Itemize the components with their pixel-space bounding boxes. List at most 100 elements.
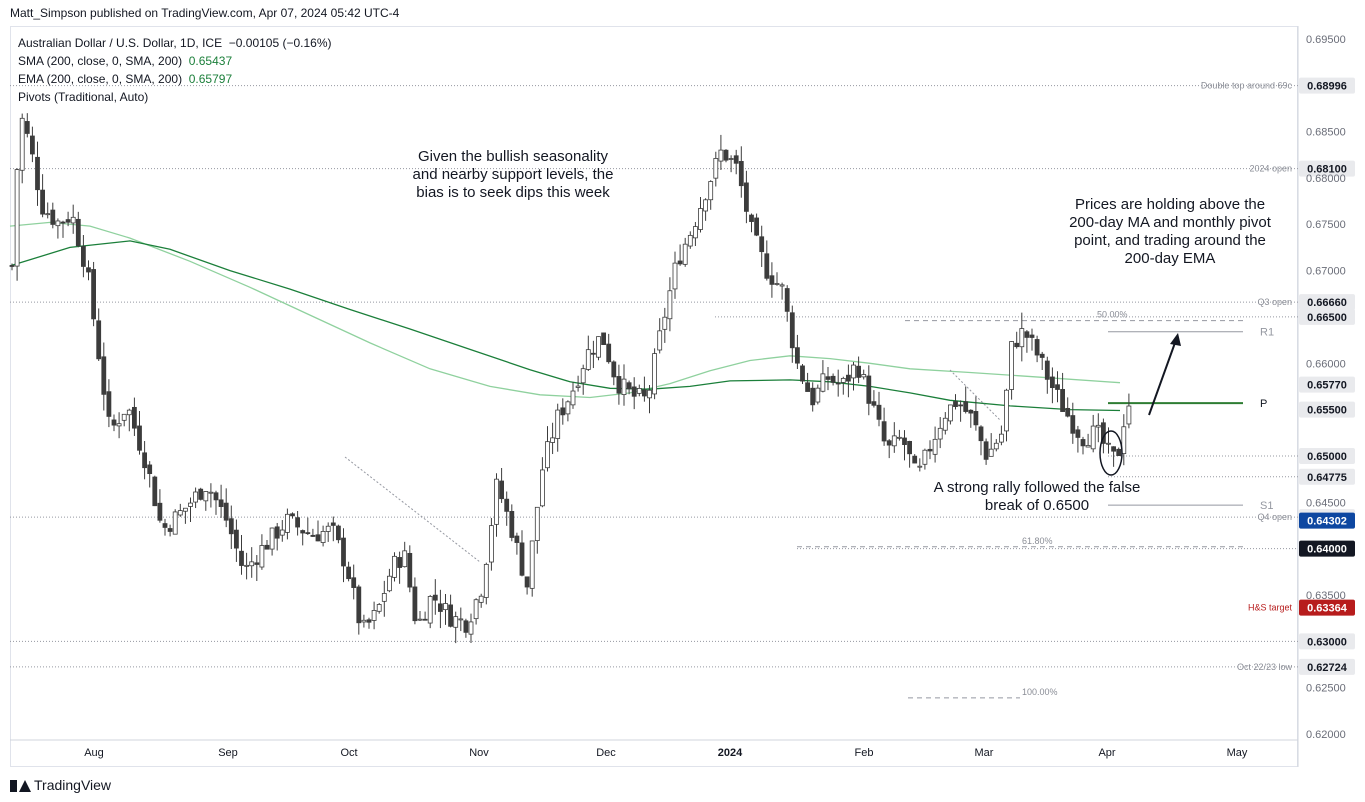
candle — [81, 245, 86, 267]
price-tag-label: 0.63000 — [1307, 636, 1347, 648]
candle — [815, 387, 821, 403]
candle — [1070, 415, 1076, 434]
candle — [983, 441, 989, 460]
candle — [478, 595, 484, 603]
candle — [1050, 376, 1055, 389]
sma-row[interactable]: SMA (200, close, 0, SMA, 200) 0.65437 — [18, 52, 332, 70]
drawings — [344, 333, 1181, 563]
candle — [886, 440, 892, 446]
y-tick-label: 0.63500 — [1306, 590, 1346, 602]
candle — [295, 517, 301, 528]
candle — [499, 480, 505, 500]
candle — [606, 343, 612, 363]
candle — [682, 243, 688, 265]
candle — [254, 562, 260, 565]
fib-label: 100.00% — [1022, 687, 1058, 697]
candle — [616, 376, 622, 394]
candle — [1004, 389, 1009, 432]
candle — [392, 555, 397, 578]
candle — [101, 356, 107, 395]
price-tag — [1299, 540, 1355, 557]
candle — [1014, 342, 1020, 348]
candle — [483, 563, 489, 598]
ema-row[interactable]: EMA (200, close, 0, SMA, 200) 0.65797 — [18, 70, 332, 88]
price-tag — [1299, 376, 1355, 393]
candle — [840, 377, 846, 383]
candle — [968, 409, 974, 414]
arrow-head-icon — [1170, 333, 1181, 346]
candle — [851, 364, 856, 379]
candle — [514, 535, 520, 543]
candle — [754, 217, 759, 236]
level-label: Q4 open — [1257, 512, 1292, 522]
candle — [779, 284, 785, 287]
candle — [305, 532, 311, 535]
candle — [310, 534, 316, 537]
candle — [131, 406, 137, 429]
candle — [667, 290, 673, 320]
brand-name: TradingView — [34, 777, 112, 793]
candle — [167, 528, 173, 532]
candle — [1029, 334, 1035, 338]
candle — [473, 599, 479, 620]
candle — [1111, 446, 1116, 452]
candle — [407, 552, 413, 588]
candle — [259, 545, 265, 568]
candle — [1075, 429, 1081, 438]
candle — [1126, 405, 1132, 425]
x-tick-label: Dec — [596, 747, 616, 759]
candle — [621, 378, 627, 396]
candle — [463, 620, 469, 633]
y-tick-label: 0.64500 — [1306, 497, 1346, 509]
candle — [91, 269, 96, 320]
annotation-bias: Given the bullish seasonality and nearby… — [412, 148, 614, 201]
candle — [820, 373, 826, 392]
y-tick-label: 0.62000 — [1306, 729, 1346, 741]
candle — [810, 387, 816, 406]
candle — [193, 491, 199, 503]
candle — [264, 544, 270, 550]
candle — [381, 593, 387, 602]
candle — [922, 449, 928, 465]
price-tag-label: 0.68100 — [1307, 164, 1347, 176]
price-tag-label: 0.65000 — [1307, 451, 1347, 463]
price-tag — [1299, 633, 1355, 650]
candle — [580, 368, 586, 384]
horizontal-levels: Double top around 69c 0.68996 2024 open 0.6… — [10, 77, 1355, 675]
candle — [1055, 384, 1060, 390]
candle — [86, 267, 91, 273]
candle — [876, 404, 882, 420]
price-tag — [1299, 658, 1355, 675]
x-tick-label: Feb — [855, 747, 874, 759]
candle — [1039, 353, 1045, 358]
candle — [335, 525, 341, 541]
candles — [9, 113, 1132, 644]
candle — [19, 117, 25, 171]
candle — [427, 596, 433, 624]
tradingview-logo-icon — [10, 778, 31, 792]
candle — [274, 526, 280, 539]
candle — [1080, 439, 1086, 447]
sma-line — [9, 240, 1121, 412]
x-tick-label: May — [1227, 747, 1248, 759]
candle — [856, 365, 861, 378]
y-tick-label: 0.69500 — [1306, 34, 1346, 46]
y-tick-label: 0.66000 — [1306, 358, 1346, 370]
candle — [162, 523, 168, 528]
candle — [1121, 426, 1127, 455]
candle — [912, 455, 918, 464]
candle — [443, 603, 448, 611]
candle — [963, 401, 969, 412]
pivots-row[interactable]: Pivots (Traditional, Auto) — [18, 88, 332, 106]
candle — [636, 388, 642, 394]
candle — [182, 507, 188, 512]
candle — [866, 375, 872, 404]
candle — [14, 169, 20, 267]
candle — [871, 401, 877, 406]
candle — [550, 437, 555, 443]
footer: TradingView — [10, 772, 111, 798]
candle — [70, 216, 76, 224]
candle — [290, 513, 295, 517]
candle — [723, 149, 729, 161]
